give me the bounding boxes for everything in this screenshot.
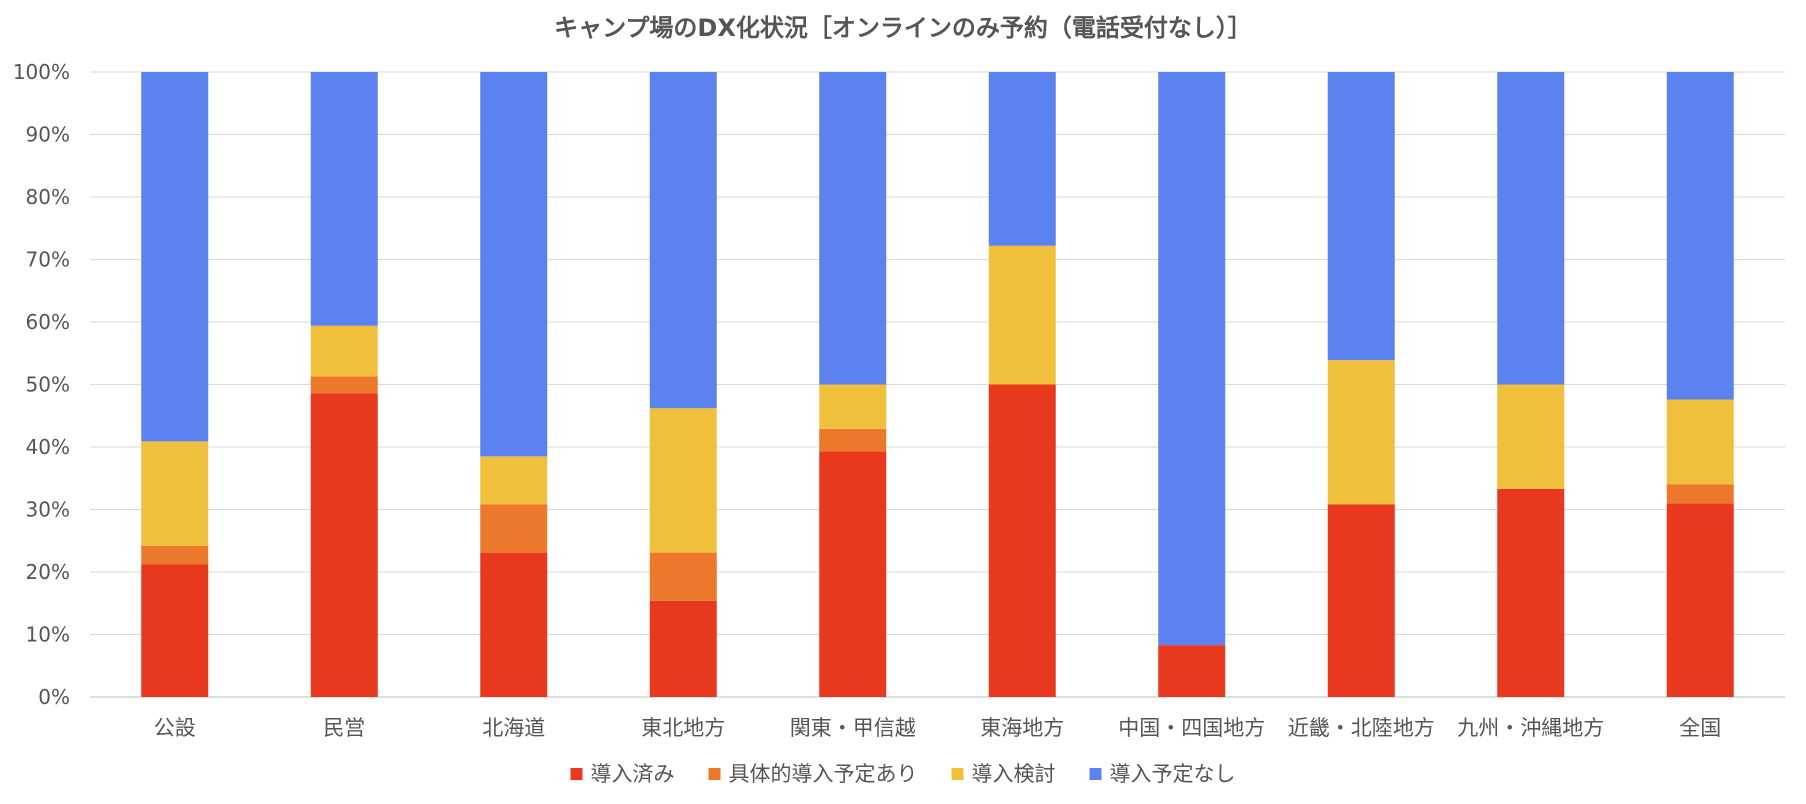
x-tick-label: 公設 <box>154 716 196 740</box>
bar-segment <box>480 504 548 553</box>
legend-label: 具体的導入予定あり <box>729 762 918 786</box>
bar-segment <box>1666 72 1734 400</box>
y-tick-label: 70% <box>26 248 70 272</box>
legend-swatch <box>708 768 721 780</box>
bar-segment <box>310 72 378 326</box>
y-tick-label: 80% <box>26 185 70 209</box>
y-tick-label: 40% <box>26 435 70 459</box>
x-tick-label: 中国・四国地方 <box>1118 716 1265 740</box>
y-tick-label: 100% <box>13 60 70 84</box>
x-tick-label: 北海道 <box>482 716 545 740</box>
bar-segment <box>141 564 209 697</box>
legend-label: 導入予定なし <box>1110 762 1236 786</box>
y-tick-label: 30% <box>26 498 70 522</box>
bar-segment <box>310 325 378 377</box>
legend-swatch <box>570 768 583 780</box>
bar-segment <box>310 393 378 697</box>
bar-segment <box>310 376 378 394</box>
bar-segment <box>819 451 887 697</box>
bar-segment <box>1327 504 1395 697</box>
legend-swatch <box>1089 768 1102 780</box>
x-tick-label: 近畿・北陸地方 <box>1288 716 1435 740</box>
y-tick-label: 0% <box>38 685 70 709</box>
bar-segment <box>1666 503 1734 697</box>
legend-label: 導入済み <box>591 762 675 786</box>
x-tick-label: 民営 <box>323 716 365 740</box>
bar-segment <box>1327 72 1395 361</box>
bar-segment <box>480 72 548 457</box>
bar-segment <box>1666 484 1734 504</box>
bar-segment <box>649 600 717 697</box>
x-axis: 公設 民営 北海道 東北地方 関東・甲信越 東海地方 中国・四国地方 近畿・北陸地方 九州・沖縄… <box>154 716 1722 740</box>
bar-segment <box>1158 72 1226 646</box>
x-tick-label: 東海地方 <box>980 716 1064 740</box>
bars <box>141 72 1734 697</box>
bar-segment <box>480 552 548 697</box>
bar-segment <box>649 552 717 601</box>
bar-segment <box>988 72 1056 246</box>
bar-segment <box>819 72 887 385</box>
bar-segment <box>141 72 209 442</box>
x-tick-label: 東北地方 <box>641 716 725 740</box>
bar-segment <box>819 384 887 429</box>
bar-segment <box>1497 488 1565 697</box>
y-tick-label: 60% <box>26 310 70 334</box>
chart-title: キャンプ場のDX化状況［オンラインのみ予約（電話受付なし）］ <box>554 14 1252 42</box>
bar-segment <box>819 428 887 452</box>
bar-segment <box>141 545 209 565</box>
bar-segment <box>141 441 209 546</box>
x-tick-label: 九州・沖縄地方 <box>1457 716 1604 740</box>
bar-segment <box>1497 384 1565 489</box>
bar-segment <box>988 245 1056 385</box>
x-tick-label: 全国 <box>1679 716 1721 740</box>
y-tick-label: 90% <box>26 123 70 147</box>
legend-swatch <box>951 768 964 780</box>
bar-segment <box>480 456 548 505</box>
bar-segment <box>1497 72 1565 385</box>
bar-segment <box>649 408 717 553</box>
y-tick-label: 20% <box>26 560 70 584</box>
y-tick-label: 10% <box>26 623 70 647</box>
bar-segment <box>1327 360 1395 505</box>
y-axis: 0% 10% 20% 30% 40% 50% 60% 70% 80% 90% 100% <box>13 60 70 709</box>
legend-label: 導入検討 <box>972 762 1056 786</box>
bar-segment <box>649 72 717 409</box>
y-tick-label: 50% <box>26 373 70 397</box>
bar-segment <box>988 384 1056 697</box>
x-tick-label: 関東・甲信越 <box>790 716 916 740</box>
bar-segment <box>1158 645 1226 697</box>
bar-segment <box>1666 399 1734 485</box>
legend: 導入済み 具体的導入予定あり 導入検討 導入予定なし <box>570 762 1236 786</box>
